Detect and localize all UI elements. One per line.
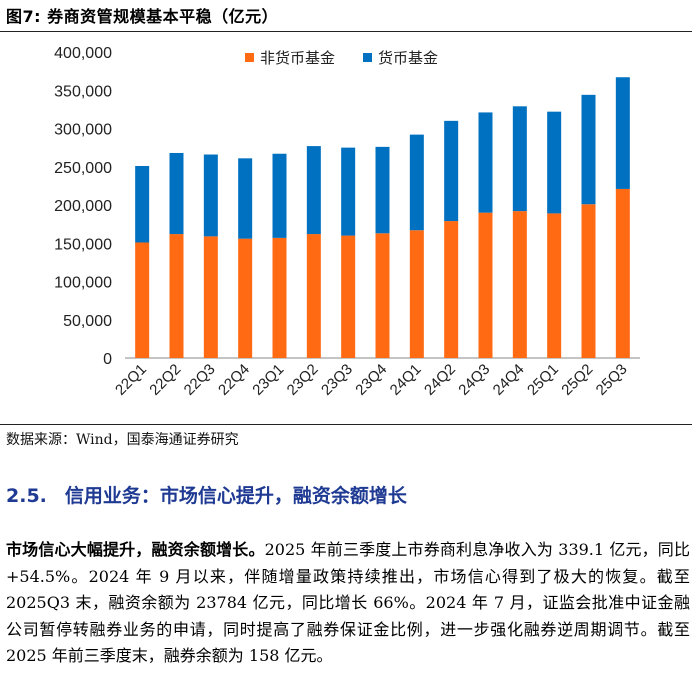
y-tick-label: 50,000 — [63, 313, 112, 330]
y-tick-label: 300,000 — [54, 122, 112, 139]
bar-segment-money-fund — [581, 94, 596, 205]
y-tick-label: 150,000 — [54, 236, 112, 253]
x-tick-label: 22Q1 — [112, 361, 150, 399]
bar-segment-money-fund — [169, 152, 184, 235]
bar-segment-non-money-fund — [444, 221, 459, 358]
bar-segment-money-fund — [409, 134, 424, 231]
bar-segment-non-money-fund — [615, 188, 630, 358]
bar-segment-non-money-fund — [478, 212, 493, 358]
bar-segment-non-money-fund — [203, 236, 218, 358]
x-tick-label: 24Q2 — [421, 361, 459, 399]
bar-segment-money-fund — [203, 154, 218, 237]
bar-segment-non-money-fund — [547, 213, 562, 358]
x-tick-label: 25Q1 — [524, 361, 562, 399]
figure-title: 图7: 券商资管规模基本平稳（亿元） — [6, 7, 279, 26]
legend-swatch — [363, 53, 372, 62]
bar-segment-money-fund — [512, 106, 527, 212]
stacked-bar-chart: 0 50,000 100,000 150,000 200,000 250,000 300,0… — [54, 45, 640, 399]
bar-segment-non-money-fund — [272, 237, 287, 358]
x-tick-label: 23Q4 — [352, 361, 390, 399]
bar-segment-money-fund — [306, 146, 321, 235]
y-tick-label: 400,000 — [54, 45, 112, 62]
y-tick-label: 100,000 — [54, 275, 112, 292]
bar-segment-money-fund — [375, 146, 390, 234]
bar-segment-money-fund — [444, 120, 459, 222]
x-tick-label: 25Q3 — [593, 361, 631, 399]
bar-segment-money-fund — [272, 153, 287, 238]
figure-top-rule — [0, 31, 692, 32]
legend-label: 货币基金 — [378, 50, 438, 67]
bar-segment-non-money-fund — [581, 204, 596, 358]
bar-segment-non-money-fund — [512, 211, 527, 358]
paragraph-lead: 市场信心大幅提升，融资余额增长。 — [6, 540, 265, 559]
x-tick-label: 24Q4 — [490, 361, 528, 399]
x-tick-label: 22Q3 — [181, 361, 219, 399]
bar-segment-money-fund — [547, 111, 562, 214]
x-tick-label: 24Q1 — [387, 361, 425, 399]
bar-segment-money-fund — [135, 165, 150, 243]
legend-swatch — [245, 53, 254, 62]
section-number: 2.5. — [6, 485, 47, 507]
y-tick-label: 0 — [103, 351, 112, 368]
bar-segment-non-money-fund — [238, 238, 253, 358]
bar-segment-non-money-fund — [135, 242, 150, 358]
y-tick-label: 200,000 — [54, 198, 112, 215]
bar-segment-non-money-fund — [375, 233, 390, 358]
bar-segment-non-money-fund — [306, 234, 321, 358]
x-tick-label: 22Q4 — [215, 361, 253, 399]
bar-segment-non-money-fund — [341, 235, 356, 358]
y-tick-label: 250,000 — [54, 160, 112, 177]
body-paragraph: 市场信心大幅提升，融资余额增长。2025 年前三季度上市券商利息净收入为 339… — [6, 537, 690, 670]
bar-segment-money-fund — [238, 158, 253, 239]
y-tick-label: 350,000 — [54, 83, 112, 100]
x-tick-label: 24Q3 — [455, 361, 493, 399]
x-tick-label: 23Q2 — [284, 361, 322, 399]
bar-segment-money-fund — [478, 112, 493, 213]
bar-segment-money-fund — [341, 147, 356, 236]
x-tick-label: 23Q3 — [318, 361, 356, 399]
source-note: 数据来源：Wind，国泰海通证券研究 — [6, 432, 239, 448]
x-tick-label: 25Q2 — [558, 361, 596, 399]
bar-segment-non-money-fund — [409, 230, 424, 358]
section-title: 信用业务：市场信心提升，融资余额增长 — [64, 485, 407, 507]
x-tick-label: 23Q1 — [249, 361, 287, 399]
bar-segment-non-money-fund — [169, 234, 184, 358]
legend-label: 非货币基金 — [260, 50, 335, 67]
section-heading: 2.5. 信用业务：市场信心提升，融资余额增长 — [6, 481, 407, 508]
x-tick-label: 22Q2 — [146, 361, 184, 399]
figure-bottom-rule — [0, 424, 692, 425]
paragraph-text: 2025 年前三季度上市券商利息净收入为 339.1 亿元，同比+54.5%。2… — [6, 540, 690, 665]
bar-segment-money-fund — [615, 77, 630, 189]
